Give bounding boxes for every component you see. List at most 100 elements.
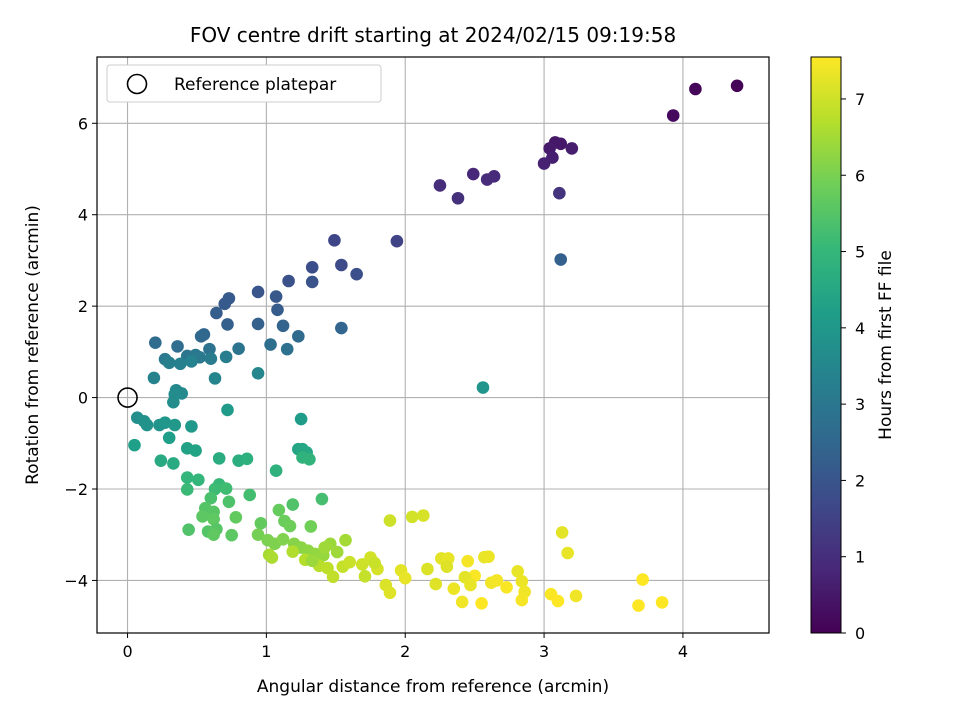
data-point <box>416 509 430 522</box>
data-point <box>500 580 513 594</box>
data-point <box>461 554 475 568</box>
data-point <box>167 457 180 470</box>
data-point <box>208 372 222 385</box>
reference-marker <box>117 387 138 408</box>
data-point <box>171 340 184 353</box>
data-point <box>303 452 316 466</box>
data-point <box>335 321 348 335</box>
data-point <box>490 574 504 587</box>
x-axis-label: Angular distance from reference (arcmin) <box>257 677 609 697</box>
data-point <box>218 297 232 311</box>
data-point <box>194 330 208 343</box>
data-point <box>689 82 702 96</box>
colorbar-tick-label: 3 <box>855 395 865 414</box>
data-point <box>219 482 233 495</box>
data-point <box>464 578 477 592</box>
data-point <box>304 520 318 533</box>
data-point <box>207 528 220 542</box>
data-point <box>221 318 234 331</box>
data-point <box>368 556 381 570</box>
y-tick-label: 0 <box>78 389 88 408</box>
data-point <box>433 179 447 192</box>
colorbar-tick-label: 0 <box>855 624 865 643</box>
colorbar-label: Hours from first FF file <box>876 250 896 440</box>
data-point <box>447 582 461 595</box>
legend-box <box>106 64 382 103</box>
data-point <box>229 511 243 524</box>
y-tick-label: −4 <box>64 571 88 590</box>
data-point <box>147 371 161 385</box>
plot-frame <box>96 56 770 634</box>
data-point <box>330 545 344 559</box>
data-point <box>232 342 245 355</box>
data-point <box>180 483 194 496</box>
data-point <box>196 510 209 523</box>
data-point <box>286 498 300 511</box>
data-point <box>210 306 223 320</box>
data-point <box>475 596 488 610</box>
data-point <box>553 186 566 200</box>
colorbar-tick-label: 2 <box>855 471 865 490</box>
data-point <box>305 554 319 568</box>
data-point <box>168 418 182 432</box>
data-point <box>343 555 356 569</box>
data-point <box>204 352 218 366</box>
data-point <box>383 586 397 600</box>
data-point <box>204 491 218 505</box>
data-point <box>730 79 744 93</box>
data-point <box>265 551 279 564</box>
data-point <box>283 519 297 533</box>
data-point <box>335 258 348 272</box>
data-point <box>294 412 308 426</box>
data-point <box>305 260 319 274</box>
data-point <box>398 571 412 585</box>
data-point <box>225 528 238 542</box>
data-point <box>271 303 284 317</box>
data-point <box>128 438 141 452</box>
data-point <box>451 191 465 205</box>
data-point <box>476 381 490 394</box>
data-point <box>555 526 569 539</box>
data-point <box>551 594 565 608</box>
data-point <box>429 577 443 591</box>
data-point <box>162 431 176 445</box>
data-point <box>537 157 551 170</box>
data-point <box>565 142 579 155</box>
y-tick-label: −2 <box>64 480 88 499</box>
data-point <box>189 444 202 457</box>
x-tick-label: 0 <box>122 642 132 661</box>
data-point <box>286 545 300 558</box>
data-points <box>128 79 744 612</box>
x-tick-label: 1 <box>261 642 271 661</box>
data-point <box>383 514 397 527</box>
colorbar-tick-label: 7 <box>855 90 865 109</box>
data-point <box>240 452 254 466</box>
data-point <box>140 418 154 432</box>
colorbar-tick-label: 1 <box>855 548 865 567</box>
data-point <box>666 109 680 122</box>
x-axis-ticks: 0 1 2 3 4 <box>122 633 688 661</box>
data-point <box>632 599 645 612</box>
data-point <box>251 285 265 299</box>
colorbar-gradient <box>810 56 842 634</box>
data-point <box>254 516 268 530</box>
chart-title: FOV centre drift starting at 2024/02/15 … <box>190 23 676 47</box>
data-point <box>655 596 669 609</box>
x-tick-label: 3 <box>539 642 549 661</box>
data-point <box>339 533 352 547</box>
data-point <box>251 317 265 331</box>
data-point <box>561 546 574 560</box>
data-point <box>149 336 162 350</box>
data-point <box>207 512 220 526</box>
data-point <box>219 350 233 364</box>
data-point <box>269 290 283 303</box>
data-point <box>328 234 341 247</box>
data-point <box>318 541 332 554</box>
data-point <box>276 319 290 333</box>
data-point <box>154 454 168 467</box>
data-point <box>636 573 649 586</box>
data-point <box>282 274 295 288</box>
data-point <box>251 528 265 542</box>
data-point <box>554 253 568 266</box>
